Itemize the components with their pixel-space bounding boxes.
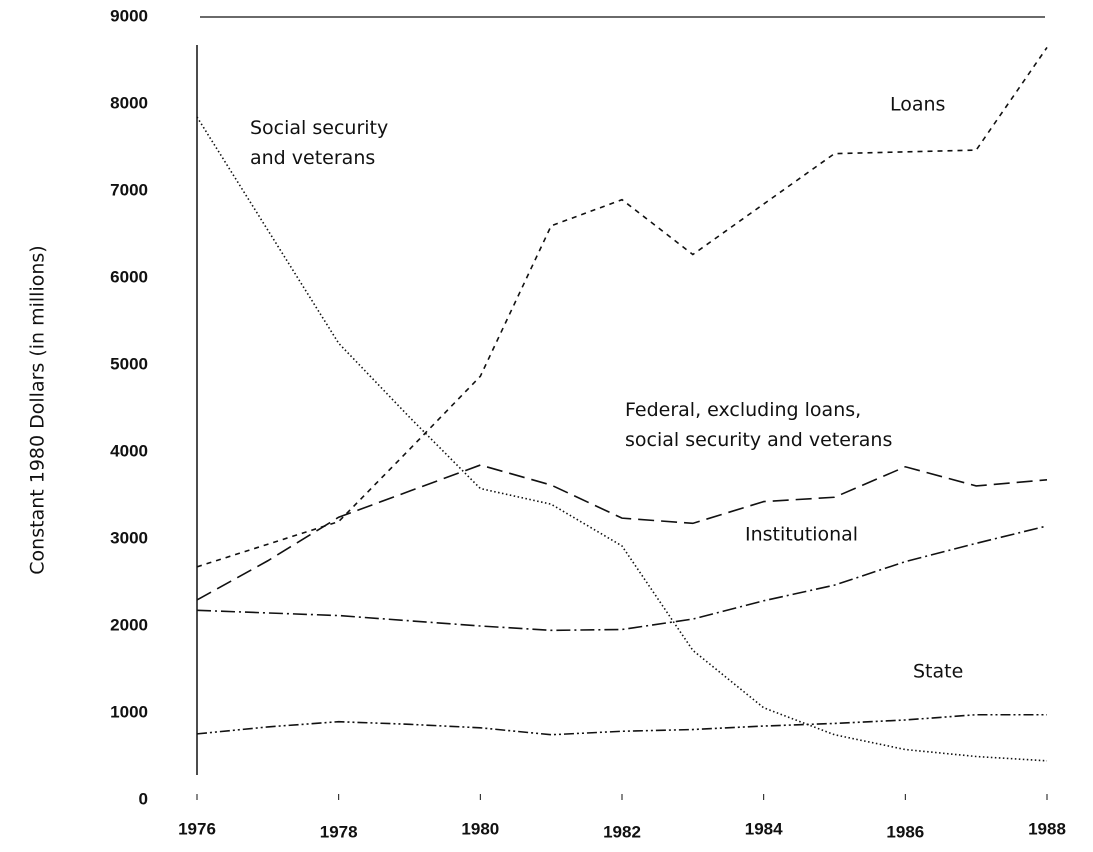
y-tick-label: 7000 bbox=[110, 180, 148, 199]
x-tick-label: 1976 bbox=[178, 819, 216, 838]
x-tick-label: 1978 bbox=[320, 822, 358, 841]
series-label: State bbox=[913, 661, 963, 683]
x-tick-label: 1988 bbox=[1028, 819, 1066, 838]
series-line bbox=[196, 525, 1048, 632]
series-line bbox=[196, 46, 1048, 568]
x-tick-label: 1982 bbox=[603, 822, 641, 841]
y-tick-label: 4000 bbox=[110, 441, 148, 460]
series-line bbox=[196, 713, 1047, 736]
y-tick-label: 0 bbox=[139, 789, 148, 808]
series-line bbox=[196, 464, 1048, 601]
x-tick-label: 1986 bbox=[886, 822, 924, 841]
y-tick-label: 3000 bbox=[110, 528, 148, 547]
y-tick-label: 2000 bbox=[110, 615, 148, 634]
series-label: Social security and veterans bbox=[250, 117, 388, 169]
series-label: Loans bbox=[890, 94, 945, 116]
y-tick-label: 5000 bbox=[110, 354, 148, 373]
y-tick-label: 8000 bbox=[110, 93, 148, 112]
y-axis-label: Constant 1980 Dollars (in millions) bbox=[27, 245, 49, 574]
x-tick-label: 1984 bbox=[745, 819, 783, 838]
series-label: Institutional bbox=[745, 524, 858, 546]
series-label: Federal, excluding loans, social security… bbox=[625, 399, 892, 451]
series-line bbox=[196, 116, 1048, 762]
x-tick-label: 1980 bbox=[461, 819, 499, 838]
y-tick-label: 9000 bbox=[110, 6, 148, 25]
y-tick-label: 6000 bbox=[110, 267, 148, 286]
y-tick-label: 1000 bbox=[110, 702, 148, 721]
